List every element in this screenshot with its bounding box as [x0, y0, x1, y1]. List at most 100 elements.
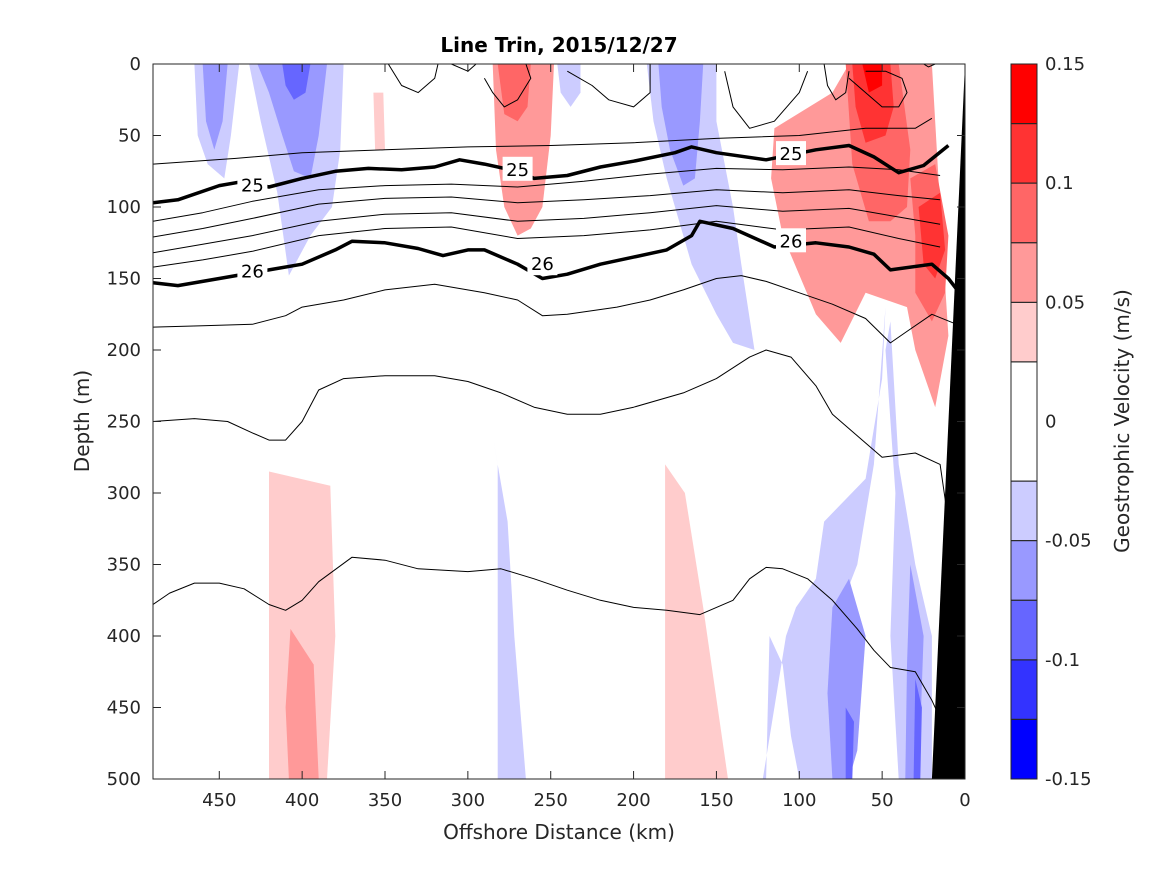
x-tick-label: 0: [959, 790, 970, 811]
contour-label-text: 26: [241, 261, 264, 282]
isopycnal-bold-line: [153, 219, 965, 302]
colorbar-segment: [1011, 242, 1037, 303]
colorbar-segment: [1011, 123, 1037, 184]
velocity-patch: [852, 64, 894, 143]
velocity-patch: [497, 64, 531, 122]
isopycnal-line: [923, 64, 936, 68]
x-tick-label: 450: [202, 790, 236, 811]
y-tick-label: 400: [107, 626, 141, 647]
contour-label-text: 25: [780, 144, 803, 165]
y-tick-label: 50: [118, 126, 141, 147]
y-tick-label: 300: [107, 483, 141, 504]
x-tick-label: 100: [782, 790, 816, 811]
velocity-patch: [282, 64, 311, 100]
velocity-patch: [918, 192, 946, 279]
velocity-patch: [285, 628, 319, 779]
y-tick-label: 150: [107, 269, 141, 290]
colorbar-tick-label: -0.15: [1045, 769, 1092, 790]
colorbar-segment: [1011, 481, 1037, 541]
y-tick-label: 250: [107, 412, 141, 433]
velocity-patch: [269, 471, 336, 779]
colorbar-segment: [1011, 719, 1037, 779]
contour-labels: 25 25 25 26 26 26: [237, 141, 806, 283]
y-tick-label: 450: [107, 698, 141, 719]
density-contours: [153, 64, 965, 779]
velocity-patch: [845, 707, 854, 779]
velocity-patch: [658, 64, 704, 186]
y-tick-label: 0: [130, 54, 141, 75]
velocity-patch: [762, 307, 886, 779]
contour-label-background: [237, 172, 268, 197]
contour-label: 25: [502, 156, 533, 181]
x-axis-label: Offshore Distance (km): [443, 820, 675, 844]
colorbar: 0.15 0.1 0.05 0 -0.05 -0.1 -0.15: [1010, 54, 1092, 790]
colorbar-tick-label: -0.1: [1045, 650, 1080, 671]
colorbar-tick-label: 0.05: [1045, 292, 1085, 313]
velocity-patch: [913, 678, 922, 779]
seafloor: [931, 64, 965, 779]
isopycnal-line: [153, 205, 941, 254]
velocity-patches: [194, 64, 949, 779]
x-tick-label: 150: [699, 790, 733, 811]
contour-label: 26: [237, 258, 268, 283]
colorbar-tick-label: 0.1: [1045, 173, 1074, 194]
contour-label-background: [237, 258, 268, 283]
contour-label-background: [776, 228, 806, 253]
x-tick-label: 300: [451, 790, 485, 811]
colorbar-segment: [1011, 540, 1037, 601]
y-axis-label: Depth (m): [70, 370, 94, 472]
velocity-patch: [827, 578, 866, 779]
velocity-patch: [202, 64, 228, 150]
isopycnal-line: [153, 117, 933, 165]
isopycnal-line: [483, 64, 532, 108]
isopycnal-line: [823, 64, 850, 101]
colorbar-frame: [1010, 63, 1038, 780]
colorbar-tick-label: 0: [1045, 412, 1056, 433]
contour-label-text: 25: [506, 160, 529, 181]
contour-label: 26: [776, 228, 806, 253]
contour-label-background: [527, 251, 558, 276]
isopycnal-line: [153, 275, 957, 344]
chart-title: Line Trin, 2015/12/27: [440, 33, 677, 57]
isopycnal-line: [153, 220, 941, 268]
colorbar-segment: [1011, 64, 1037, 124]
x-tick-label: 200: [616, 790, 650, 811]
isopycnal-bold-line: [153, 143, 950, 205]
y-axis-ticks: 0 50 100 150 200 250 300 350 400 450 500: [107, 54, 965, 790]
contour-label-background: [502, 156, 533, 181]
x-tick-label: 400: [285, 790, 319, 811]
colorbar-segment: [1011, 600, 1037, 660]
velocity-patch: [492, 435, 526, 779]
y-tick-label: 350: [107, 555, 141, 576]
x-tick-label: 50: [871, 790, 894, 811]
contour-label-background: [776, 141, 806, 166]
colorbar-segment: [1011, 302, 1037, 362]
x-tick-label: 250: [534, 790, 568, 811]
y-tick-label: 100: [107, 197, 141, 218]
isopycnal-line: [153, 556, 958, 779]
velocity-patch: [373, 92, 385, 150]
y-tick-label: 500: [107, 769, 141, 790]
isopycnal-line: [848, 70, 908, 108]
contour-label: 25: [776, 141, 806, 166]
y-tick-label: 200: [107, 340, 141, 361]
isopycnal-line: [153, 166, 941, 222]
contour-label-text: 25: [241, 176, 264, 197]
colorbar-tick-label: -0.05: [1045, 531, 1092, 552]
contour-label-text: 26: [531, 254, 554, 275]
velocity-patch: [665, 464, 728, 779]
colorbar-label: Geostrophic Velocity (m/s): [1110, 289, 1134, 553]
x-tick-label: 350: [368, 790, 402, 811]
isopycnal-line: [153, 349, 949, 522]
isopycnal-line: [153, 189, 941, 238]
contour-label: 25: [237, 172, 268, 197]
colorbar-tick-label: 0.15: [1045, 54, 1085, 75]
isopycnal-line: [387, 64, 439, 94]
velocity-patch: [557, 64, 581, 107]
velocity-patch: [257, 64, 327, 179]
colorbar-segment: [1011, 183, 1037, 243]
colorbar-segment: [1011, 361, 1037, 482]
x-axis-ticks: 450 400 350 300 250 200 150 100 50 0: [202, 64, 971, 811]
